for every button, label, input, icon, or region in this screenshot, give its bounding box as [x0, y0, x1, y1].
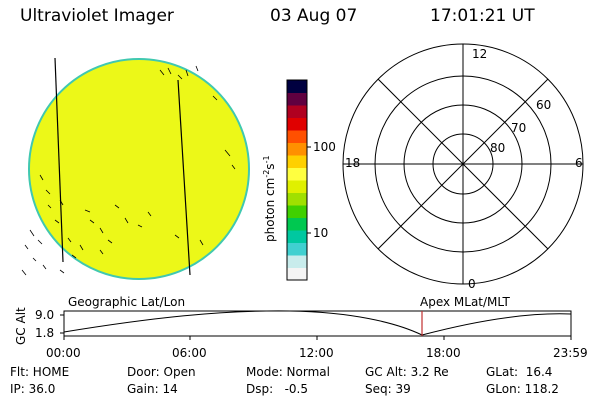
altitude-curve: [63, 310, 572, 336]
altitude-tick-bottom: 1.8: [35, 326, 55, 340]
timeline-frame: [63, 310, 572, 337]
gc-alt-axis-title: GC Alt: [14, 307, 28, 345]
colorbar-band: [287, 267, 307, 281]
seq-info: Seq: 39: [365, 382, 411, 396]
earth-disk: [28, 58, 250, 280]
coastline-fragments: [21, 65, 236, 276]
timeline-panel: [60, 310, 572, 340]
apex-label: Apex MLat/MLT: [420, 295, 510, 309]
mlt-label-6: 6: [575, 156, 583, 170]
gc-alt-info: GC Alt: 3.2 Re: [365, 365, 449, 379]
altitude-tick-top: 9.0: [35, 308, 55, 322]
colorbar-band: [287, 242, 307, 256]
colorbar-axis-label: photon cm-2s-1: [262, 155, 277, 242]
colorbar-tick-10: 10: [313, 226, 329, 240]
colorbar-band: [287, 192, 307, 206]
colorbar-band: [287, 230, 307, 243]
door-info: Door: Open: [127, 365, 196, 379]
geographic-label: Geographic Lat/Lon: [68, 295, 186, 309]
colorbar-tick-100: 100: [313, 140, 336, 154]
colorbar-band: [287, 205, 307, 218]
colorbar-band: [287, 92, 307, 106]
colorbar-band: [287, 155, 307, 168]
colorbar-band: [287, 255, 307, 268]
colorbar-band: [287, 142, 307, 156]
longitude-line-right: [177, 79, 191, 276]
gain-info: Gain: 14: [127, 382, 178, 396]
longitude-line-left: [54, 57, 64, 263]
lat-label-80: 80: [490, 141, 506, 155]
polar-grid: [342, 43, 584, 285]
colorbar-band: [287, 130, 307, 143]
uv-image-panel: [21, 57, 250, 280]
time-tick-1800: 18:00: [426, 346, 461, 360]
glat-info: GLat: 16.4: [486, 365, 553, 379]
colorbar-ticks: [307, 146, 311, 234]
intensity-colorbar: [286, 79, 308, 281]
lat-label-60: 60: [536, 98, 552, 112]
colorbar-band: [287, 117, 307, 131]
time-tick-0600: 06:00: [172, 346, 207, 360]
colorbar-band: [287, 80, 307, 93]
polar-diagonal-2: [377, 78, 549, 250]
time-tick-2359: 23:59: [553, 346, 588, 360]
time-label: 17:01:21 UT: [430, 6, 535, 26]
mlt-label-18: 18: [345, 156, 361, 170]
mlt-label-0: 0: [468, 277, 476, 291]
colorbar-frame: [286, 79, 308, 281]
flight-info: Flt: HOME: [10, 365, 70, 379]
colorbar-band: [287, 217, 307, 231]
colorbar-band: [287, 167, 307, 181]
ip-info: IP: 36.0: [10, 382, 56, 396]
time-tick-0000: 00:00: [46, 346, 81, 360]
mlt-label-12: 12: [472, 47, 488, 61]
colorbar-band: [287, 105, 307, 118]
mode-info: Mode: Normal: [246, 365, 330, 379]
glon-info: GLon: 118.2: [486, 382, 559, 396]
date-label: 03 Aug 07: [270, 6, 358, 26]
lat-label-70: 70: [511, 121, 527, 135]
dsp-info: Dsp: -0.5: [246, 382, 309, 396]
time-tick-1200: 12:00: [299, 346, 334, 360]
instrument-title: Ultraviolet Imager: [20, 6, 174, 26]
colorbar-band: [287, 180, 307, 193]
